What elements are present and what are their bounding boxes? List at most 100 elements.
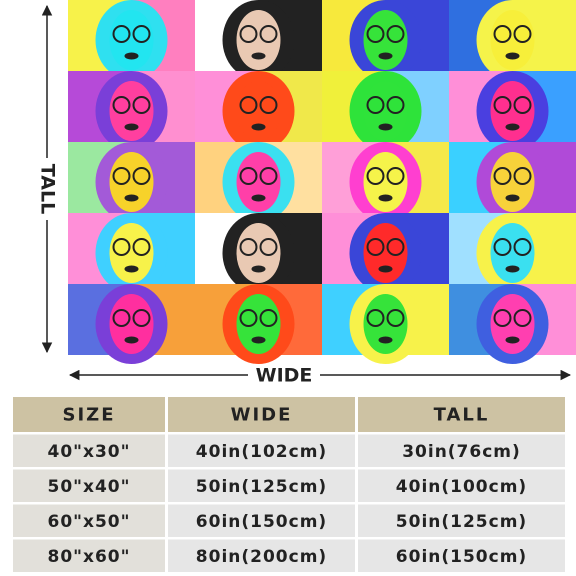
table-cell bbox=[13, 469, 165, 502]
face bbox=[363, 152, 408, 212]
lips bbox=[124, 194, 139, 202]
glasses bbox=[132, 309, 151, 327]
glasses bbox=[366, 238, 385, 256]
table-cell bbox=[168, 434, 355, 467]
glasses bbox=[112, 25, 131, 43]
face bbox=[109, 10, 154, 70]
glasses bbox=[132, 167, 151, 185]
cell-text: 50"x40" bbox=[48, 477, 131, 497]
glasses bbox=[493, 167, 512, 185]
glasses bbox=[513, 309, 532, 327]
cell-text: 80"x60" bbox=[48, 547, 131, 567]
face bbox=[490, 223, 535, 283]
face bbox=[109, 223, 154, 283]
lips bbox=[124, 336, 139, 344]
lips bbox=[378, 194, 393, 202]
glasses bbox=[132, 96, 151, 114]
face bbox=[363, 81, 408, 141]
glasses bbox=[259, 96, 278, 114]
lips bbox=[378, 52, 393, 60]
blanket bbox=[68, 0, 576, 364]
face bbox=[363, 10, 408, 70]
header-cell bbox=[168, 397, 355, 432]
glasses bbox=[239, 25, 258, 43]
lips bbox=[251, 52, 266, 60]
glasses bbox=[513, 96, 532, 114]
header-cell bbox=[358, 397, 565, 432]
header-text: WIDE bbox=[231, 405, 293, 426]
glasses bbox=[386, 309, 405, 327]
glasses bbox=[112, 167, 131, 185]
glasses bbox=[259, 25, 278, 43]
face bbox=[109, 81, 154, 141]
glasses bbox=[239, 238, 258, 256]
table-cell bbox=[358, 434, 565, 467]
glasses bbox=[493, 96, 512, 114]
table-cell bbox=[168, 504, 355, 537]
face bbox=[490, 152, 535, 212]
glasses bbox=[259, 167, 278, 185]
table-cell bbox=[358, 539, 565, 572]
face bbox=[490, 294, 535, 354]
glasses bbox=[132, 25, 151, 43]
lips bbox=[505, 52, 520, 60]
face bbox=[236, 10, 281, 70]
header-cell bbox=[13, 397, 165, 432]
face bbox=[236, 223, 281, 283]
table-cell bbox=[13, 539, 165, 572]
face bbox=[490, 10, 535, 70]
glasses bbox=[386, 25, 405, 43]
glasses bbox=[493, 25, 512, 43]
cell-text: 60in(150cm) bbox=[396, 547, 527, 567]
glasses bbox=[513, 25, 532, 43]
cell-text: 40"x30" bbox=[48, 442, 131, 462]
face bbox=[236, 152, 281, 212]
cell-text: 30in(76cm) bbox=[402, 442, 521, 462]
label-bg bbox=[30, 158, 64, 220]
lips bbox=[124, 52, 139, 60]
table-cell bbox=[358, 469, 565, 502]
lips bbox=[378, 123, 393, 131]
cell-text: 60"x50" bbox=[48, 512, 131, 532]
table-cell bbox=[13, 504, 165, 537]
glasses bbox=[132, 238, 151, 256]
face bbox=[109, 294, 154, 354]
table-cell bbox=[358, 504, 565, 537]
lips bbox=[505, 265, 520, 273]
label-bg bbox=[248, 364, 320, 386]
lips bbox=[251, 336, 266, 344]
lips bbox=[505, 336, 520, 344]
cell-text: 40in(102cm) bbox=[196, 442, 327, 462]
header-text: TALL bbox=[434, 405, 490, 426]
cell-text: 80in(200cm) bbox=[196, 547, 327, 567]
lips bbox=[124, 123, 139, 131]
cell-text: 50in(125cm) bbox=[396, 512, 527, 532]
glasses bbox=[239, 309, 258, 327]
face bbox=[236, 81, 281, 141]
size-table: SIZE WIDE TALL 40"x30" 40in(102cm) 30in(76cm)… bbox=[13, 397, 565, 572]
lips bbox=[378, 265, 393, 273]
glasses bbox=[386, 167, 405, 185]
glasses bbox=[493, 309, 512, 327]
lips bbox=[378, 336, 393, 344]
lips bbox=[505, 194, 520, 202]
glasses bbox=[366, 167, 385, 185]
glasses bbox=[366, 25, 385, 43]
cell-text: 50in(125cm) bbox=[196, 477, 327, 497]
glasses bbox=[259, 309, 278, 327]
lips bbox=[251, 123, 266, 131]
glasses bbox=[239, 167, 258, 185]
glasses bbox=[259, 238, 278, 256]
glasses bbox=[366, 309, 385, 327]
glasses bbox=[386, 238, 405, 256]
lips bbox=[124, 265, 139, 273]
table-cell bbox=[13, 434, 165, 467]
glasses bbox=[493, 238, 512, 256]
face bbox=[236, 294, 281, 354]
lips bbox=[505, 123, 520, 131]
table-cell bbox=[168, 539, 355, 572]
glasses bbox=[239, 96, 258, 114]
glasses bbox=[112, 309, 131, 327]
